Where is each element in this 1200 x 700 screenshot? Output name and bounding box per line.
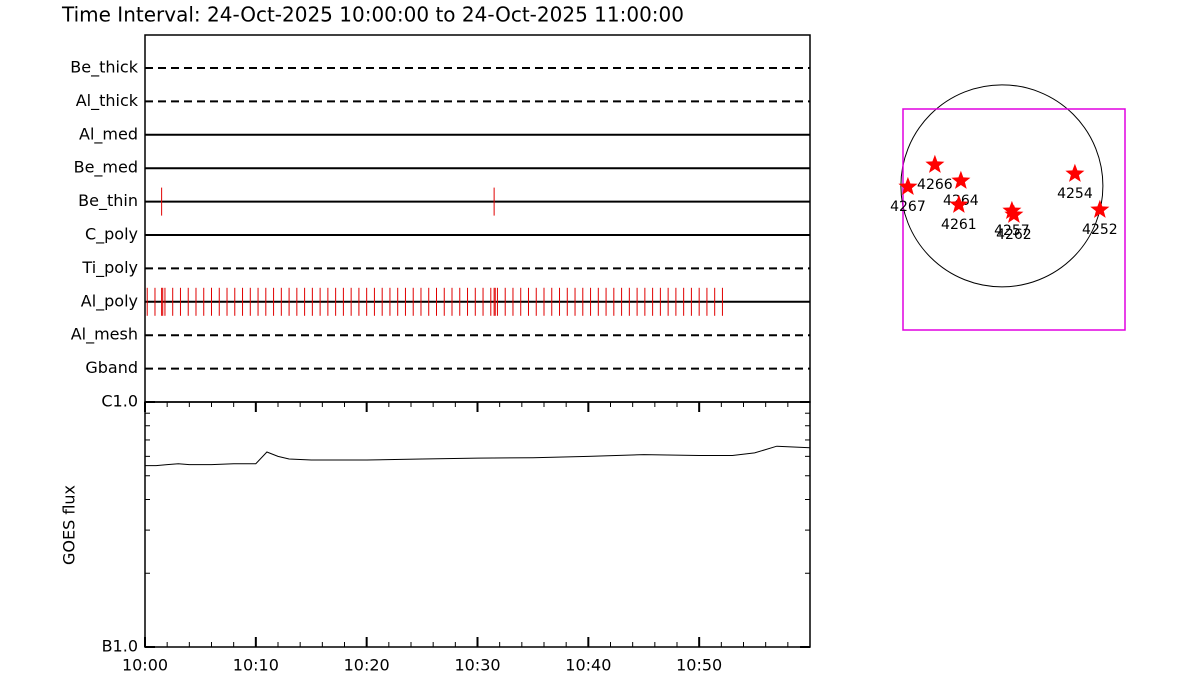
- region-label: 4252: [1082, 222, 1118, 238]
- region-label: 4262: [996, 227, 1032, 243]
- frame: [144, 34, 811, 403]
- x-tick-label: 10:50: [676, 656, 722, 675]
- region-label: 4261: [941, 217, 977, 233]
- region-star: [1090, 199, 1110, 218]
- x-tick-label: 10:20: [344, 656, 390, 675]
- region-label: 4266: [917, 177, 953, 193]
- filter-label: Be_thick: [70, 58, 138, 78]
- y-tick-label: C1.0: [101, 392, 138, 411]
- region-star: [949, 194, 969, 213]
- filter-label: Be_med: [74, 158, 138, 178]
- y-tick-label: B1.0: [102, 637, 138, 656]
- region-star: [951, 170, 971, 189]
- region-label: 4254: [1057, 186, 1093, 202]
- x-tick-label: 10:10: [233, 656, 279, 675]
- filter-label: Gband: [85, 358, 138, 377]
- filter-label: Ti_poly: [81, 258, 138, 278]
- filter-label: Al_thick: [76, 91, 139, 111]
- title: Time Interval: 24-Oct-2025 10:00:00 to 2…: [61, 3, 684, 27]
- region-star: [898, 176, 918, 195]
- region-label: 4267: [890, 199, 926, 215]
- solar-disk: [900, 84, 1104, 288]
- x-tick-label: 10:40: [565, 656, 611, 675]
- y-axis-label: GOES flux: [60, 485, 79, 565]
- filter-label: C_poly: [85, 225, 138, 245]
- region-label: 4257: [994, 223, 1030, 239]
- region-star: [1065, 163, 1085, 182]
- filter-label: Al_mesh: [71, 325, 138, 345]
- filter-label: Be_thin: [78, 191, 138, 211]
- x-tick-label: 10:00: [122, 656, 168, 675]
- filter-label: Al_poly: [81, 291, 138, 311]
- goes-curve: [145, 445, 811, 467]
- filter-label: Al_med: [79, 124, 138, 144]
- region-star: [1004, 204, 1024, 223]
- region-star: [925, 154, 945, 173]
- field-of-view: [902, 108, 1126, 331]
- frame: [144, 401, 811, 648]
- x-tick-label: 10:30: [454, 656, 500, 675]
- region-star: [1002, 200, 1022, 219]
